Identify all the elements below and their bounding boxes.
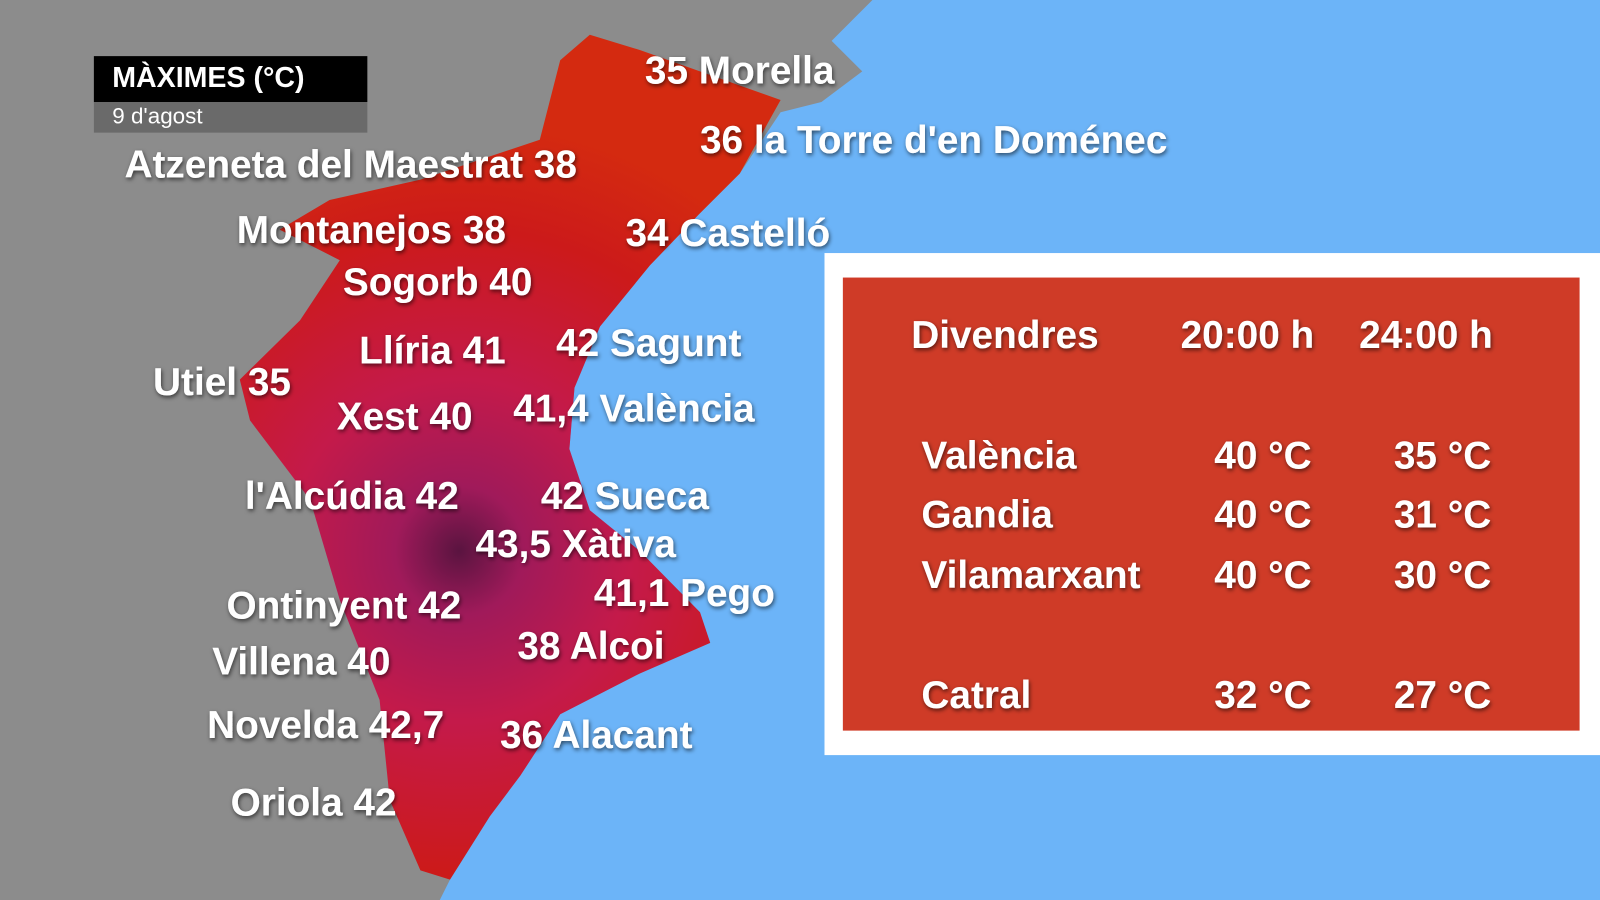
- temperature-cell: 35 °C: [1394, 434, 1491, 477]
- city-label: 35 Morella: [645, 50, 835, 93]
- map-title: MÀXIMES (°C): [112, 60, 304, 94]
- city-cell: València: [921, 434, 1077, 477]
- table-panel: Divendres 20:00 h 24:00 h València 40 °C 35 °…: [824, 253, 1600, 756]
- table-header: 24:00 h: [1359, 314, 1493, 357]
- temperature-cell: 40 °C: [1214, 554, 1311, 597]
- panel-body: [842, 277, 1580, 731]
- city-label: Oriola 42: [231, 781, 397, 824]
- forecast-table: Divendres 20:00 h 24:00 h València 40 °C 35 °…: [911, 314, 1493, 717]
- city-label: l'Alcúdia 42: [245, 475, 459, 518]
- temperature-cell: 40 °C: [1214, 434, 1311, 477]
- temperature-cell: 32 °C: [1214, 674, 1311, 717]
- table-header: Divendres: [911, 314, 1098, 357]
- city-cell: Vilamarxant: [921, 554, 1140, 597]
- city-label: 41,1 Pego: [594, 572, 775, 615]
- city-label: Atzeneta del Maestrat 38: [124, 144, 576, 187]
- city-cell: Gandia: [921, 494, 1053, 537]
- temperature-cell: 31 °C: [1394, 494, 1491, 537]
- city-cell: Catral: [921, 674, 1031, 717]
- city-label: Utiel 35: [153, 361, 291, 404]
- city-label: 42 Sueca: [541, 475, 710, 518]
- temperature-cell: 30 °C: [1394, 554, 1491, 597]
- city-label: Ontinyent 42: [227, 584, 462, 627]
- table-header: 20:00 h: [1181, 314, 1315, 357]
- heat-region: [239, 34, 781, 880]
- city-label: 41,4 València: [513, 387, 755, 430]
- temperature-cell: 40 °C: [1214, 494, 1311, 537]
- city-label: Montanejos 38: [237, 209, 506, 252]
- city-labels: 35 Morella 36 la Torre d'en Doménec Atzene…: [124, 50, 1167, 825]
- city-label: 38 Alcoi: [517, 625, 664, 668]
- city-label: Villena 40: [212, 641, 390, 684]
- city-label: 36 Alacant: [500, 714, 693, 757]
- title-bar: [93, 56, 368, 103]
- city-label: 34 Castelló: [626, 212, 831, 255]
- city-label: Llíria 41: [359, 329, 506, 372]
- city-label: 36 la Torre d'en Doménec: [700, 119, 1167, 162]
- city-label: Novelda 42,7: [207, 704, 444, 747]
- date-bar: [93, 102, 368, 133]
- city-label: Xest 40: [337, 396, 473, 439]
- city-label: 42 Sagunt: [556, 322, 741, 365]
- temperature-cell: 27 °C: [1394, 674, 1491, 717]
- title-box: MÀXIMES (°C) 9 d'agost: [93, 56, 368, 133]
- city-label: 43,5 Xàtiva: [476, 523, 677, 566]
- city-label: Sogorb 40: [343, 261, 533, 304]
- map-date: 9 d'agost: [112, 103, 203, 128]
